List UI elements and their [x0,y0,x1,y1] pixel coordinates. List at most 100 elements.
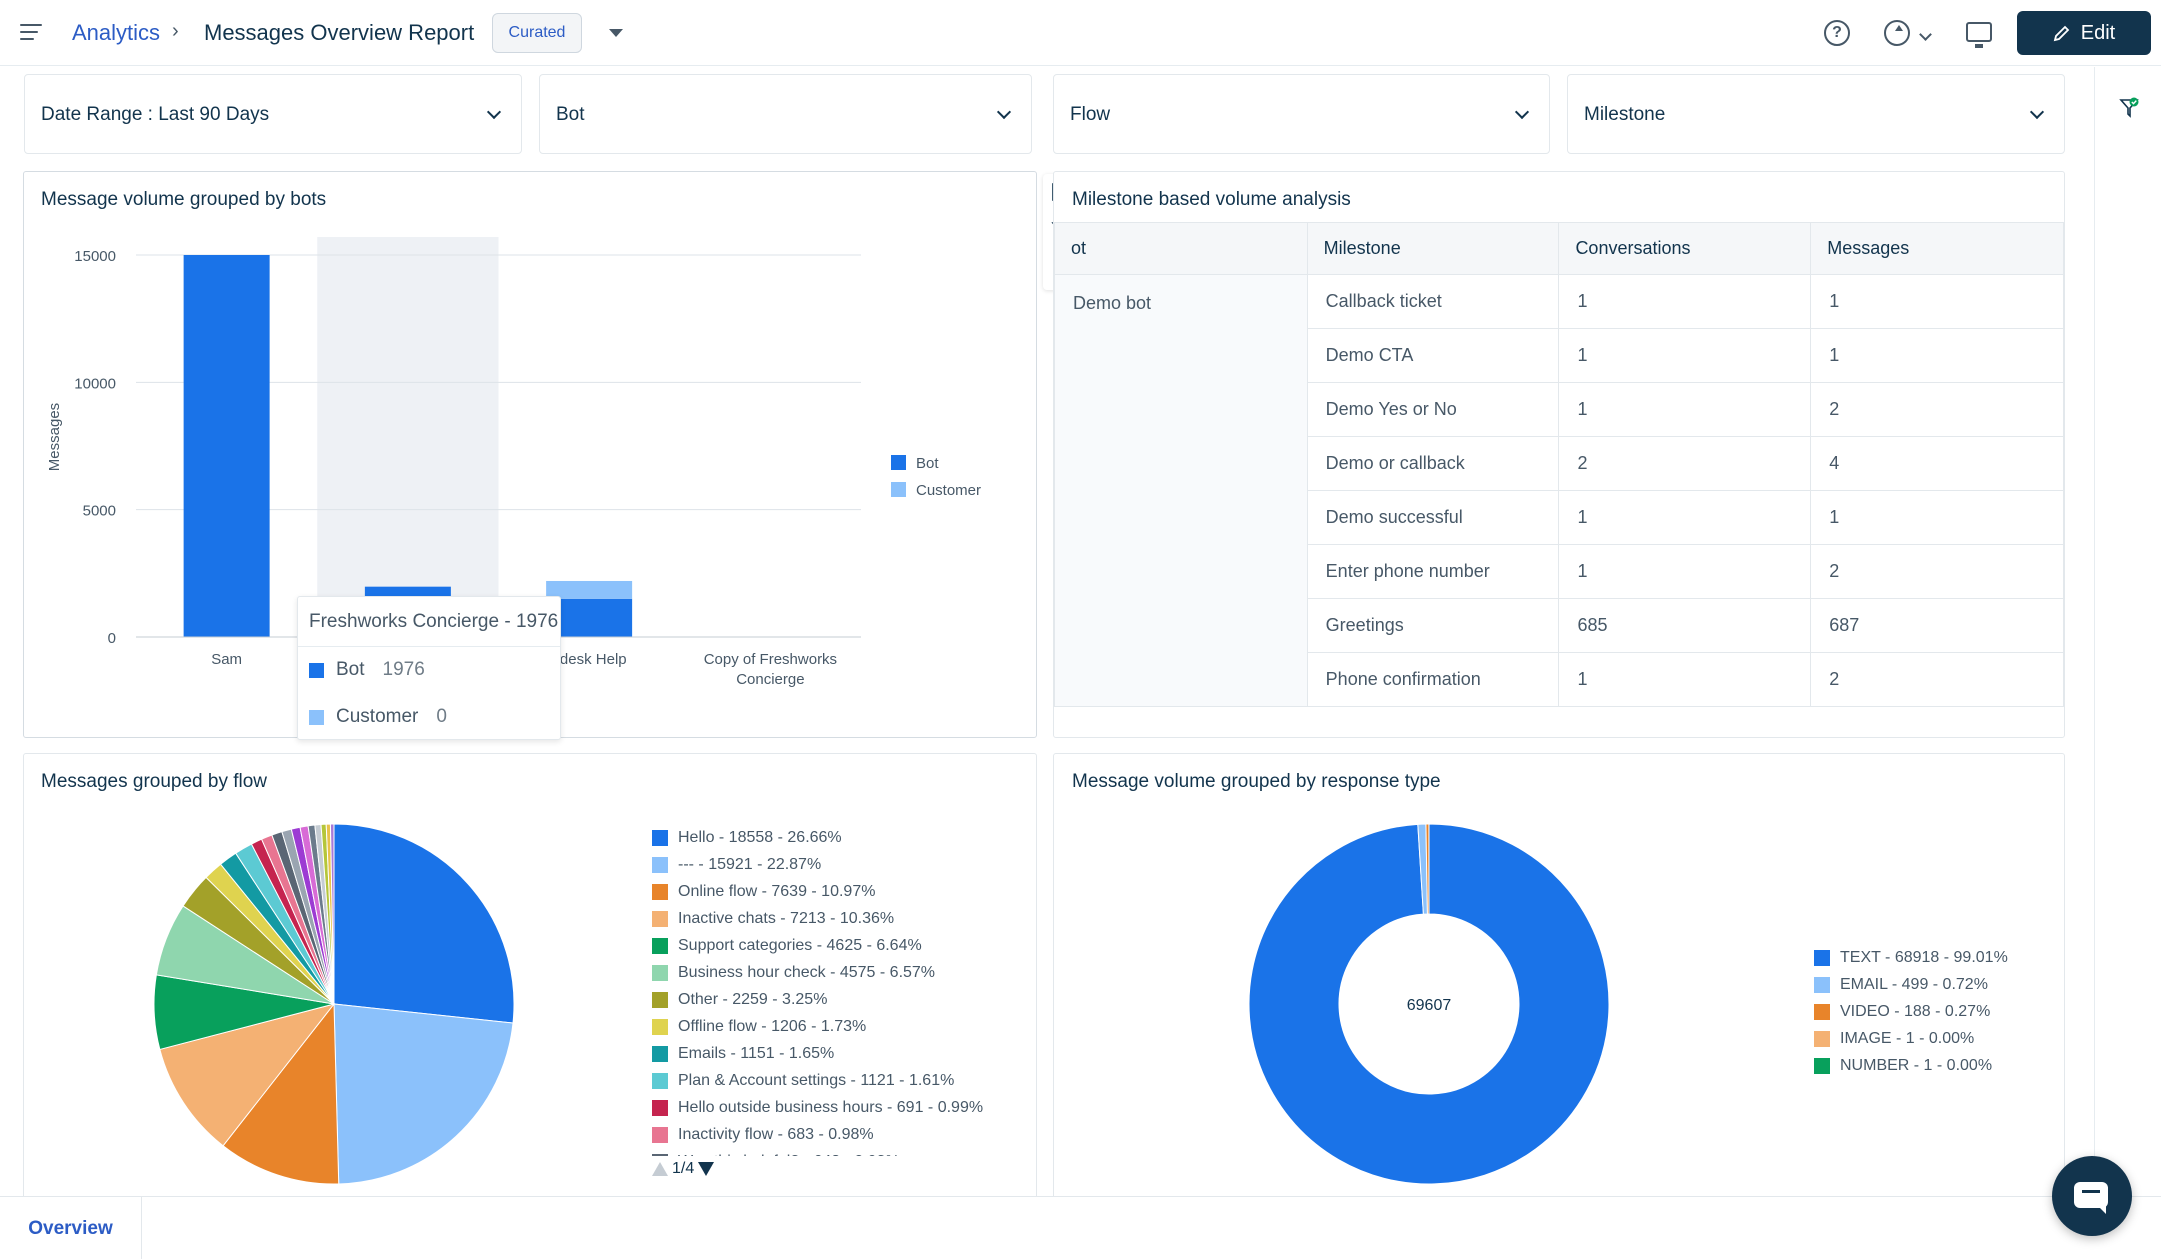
milestone-cell: Phone confirmation [1306,652,1560,707]
legend-item[interactable]: Online flow - 7639 - 10.97% [652,878,983,905]
legend-item[interactable]: Other - 2259 - 3.25% [652,986,983,1013]
legend-label: Plan & Account settings - 1121 - 1.61% [678,1071,955,1089]
legend-swatch [1814,949,1830,966]
legend-item[interactable]: Inactivity flow - 683 - 0.98% [652,1121,983,1148]
legend-label: Inactivity flow - 683 - 0.98% [678,1125,874,1143]
table-row: Demo CTA 1 1 [1055,328,2064,383]
legend-item[interactable]: NUMBER - 1 - 0.00% [1814,1052,2008,1079]
conversations-cell: 1 [1558,544,1812,599]
bar-chart: 0 5000 10000 15000 Messages Sam hdesk Help Copy… [46,237,981,688]
legend-swatch [652,1045,668,1062]
legend-swatch [309,709,324,725]
legend-item[interactable]: Was this helpful? - 648 - 0.93% [652,1148,983,1156]
y-tick-label: 0 [108,630,116,647]
chat-button[interactable] [2052,1156,2132,1236]
legend-swatch [309,662,324,678]
page-down-icon[interactable] [698,1162,715,1176]
conversations-cell: 1 [1558,382,1812,437]
legend-item[interactable]: Inactive chats - 7213 - 10.36% [652,905,983,932]
flow-filter[interactable]: Flow [1053,74,1550,154]
milestone-cell: Demo Yes or No [1306,382,1560,437]
legend-item[interactable]: Emails - 1151 - 1.65% [652,1040,983,1067]
date-range-filter[interactable]: Date Range : Last 90 Days [24,74,522,154]
legend-swatch [652,910,668,927]
legend-item[interactable]: TEXT - 68918 - 99.01% [1814,944,2008,971]
legend-label: TEXT - 68918 - 99.01% [1840,948,2008,966]
legend-swatch [1814,1003,1830,1020]
bar [546,580,633,599]
legend-swatch [1814,1030,1830,1047]
conversations-cell: 2 [1558,436,1812,491]
upgrade-icon[interactable] [1884,20,1910,46]
y-tick-label: 15000 [74,248,116,265]
chevron-down-icon[interactable] [1920,27,1932,39]
help-icon[interactable]: ? [1824,20,1850,46]
legend-item[interactable]: --- - 15921 - 22.87% [652,851,983,878]
chevron-down-icon [996,104,1012,120]
tooltip-series-name: Customer [336,706,419,727]
response-donut-chart: 69607 [1248,823,1610,1185]
milestone-card: Milestone based volume analysis ot Miles… [1053,171,2065,738]
flow-chart-card: Messages grouped by flow Hello - 18558 -… [23,753,1037,1203]
flow-legend: Hello - 18558 - 26.66% --- - 15921 - 22.8… [652,824,983,1156]
pie-slice [333,823,515,1024]
milestone-cell: Callback ticket [1306,274,1560,329]
legend-item[interactable]: Offline flow - 1206 - 1.73% [652,1013,983,1040]
chat-icon [2074,1182,2108,1214]
tooltip-series-name: Bot [336,659,365,680]
flow-filter-label: Flow [1070,104,1111,125]
legend-swatch [1814,1057,1830,1074]
column-header: ot [1054,222,1308,275]
monitor-icon[interactable] [1966,22,1992,48]
tab-overview[interactable]: Overview [0,1197,142,1259]
bot-name-cell: Demo bot [1054,274,1308,707]
report-dropdown-icon[interactable] [606,24,624,42]
legend-item[interactable]: Business hour check - 4575 - 6.57% [652,959,983,986]
edit-button[interactable]: Edit [2017,11,2151,55]
tooltip-row: Bot 1976 [309,659,425,681]
legend-item[interactable]: Plan & Account settings - 1121 - 1.61% [652,1067,983,1094]
legend-swatch [652,991,668,1008]
legend-item[interactable]: Hello outside business hours - 691 - 0.9… [652,1094,983,1121]
filter-check-icon[interactable] [2119,97,2139,119]
pie-slice [329,823,335,1005]
messages-cell: 1 [1810,274,2064,329]
legend-item[interactable]: VIDEO - 188 - 0.27% [1814,998,2008,1025]
legend-item[interactable]: EMAIL - 499 - 0.72% [1814,971,2008,998]
chevron-down-icon [486,104,502,120]
card-title: Milestone based volume analysis [1072,189,1351,210]
messages-cell: 687 [1810,598,2064,653]
legend-swatch [891,482,906,497]
menu-icon[interactable] [20,24,42,42]
conversations-cell: 1 [1558,274,1812,329]
milestone-filter[interactable]: Milestone [1567,74,2065,154]
legend-item[interactable]: Support categories - 4625 - 6.64% [652,932,983,959]
tooltip-title: Freshworks Concierge - 1976 [309,611,559,632]
milestone-cell: Enter phone number [1306,544,1560,599]
tooltip-row: Customer 0 [309,706,447,728]
y-axis-label: Messages [46,403,63,471]
messages-cell: 2 [1810,652,2064,707]
y-tick-label: 10000 [74,375,116,392]
table-header-row: ot Milestone Conversations Messages [1054,222,2064,275]
messages-cell: 4 [1810,436,2064,491]
legend-item[interactable]: IMAGE - 1 - 0.00% [1814,1025,2008,1052]
legend-swatch [891,455,906,470]
legend-label: Customer [916,482,981,499]
conversations-cell: 1 [1558,328,1812,383]
breadcrumb-analytics[interactable]: Analytics [72,20,161,45]
legend-label: Inactive chats - 7213 - 10.36% [678,909,895,927]
page-up-icon[interactable] [652,1162,668,1176]
pie-slice [333,1003,514,1185]
legend-label: Offline flow - 1206 - 1.73% [678,1017,867,1035]
legend-label: Hello outside business hours - 691 - 0.9… [678,1098,984,1116]
table-row: Enter phone number 1 2 [1055,544,2064,599]
milestone-cell: Demo CTA [1306,328,1560,383]
x-tick-label: Concierge [736,671,804,688]
legend-item[interactable]: Hello - 18558 - 26.66% [652,824,983,851]
milestone-filter-label: Milestone [1584,104,1666,125]
tooltip-divider [298,646,560,647]
legend-label: Business hour check - 4575 - 6.57% [678,963,936,981]
x-tick-label: Copy of Freshworks [704,651,837,668]
bot-filter[interactable]: Bot [539,74,1032,154]
